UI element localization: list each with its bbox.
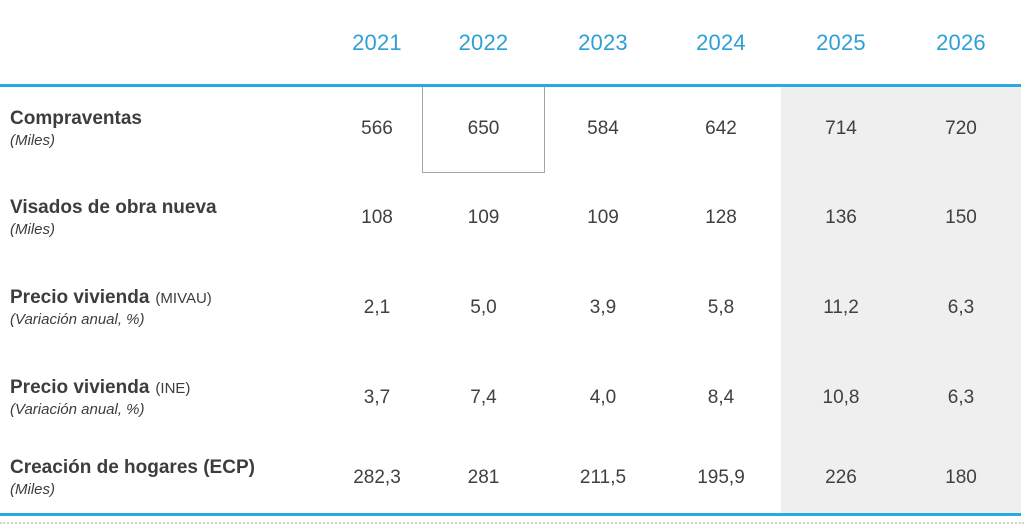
row-title-line: Precio vivienda (MIVAU): [10, 287, 332, 309]
row-title: Precio vivienda: [10, 286, 150, 308]
value-compraventas-2022-highlighted: 650: [422, 85, 545, 173]
row-unit: (Miles): [10, 220, 55, 238]
header-divider-line: [0, 84, 1021, 87]
row-unit: (Variación anual, %): [10, 310, 145, 328]
row-title-line: Compraventas: [10, 108, 332, 130]
row-title: Compraventas: [10, 107, 142, 129]
year-header-2023: 2023: [578, 29, 628, 55]
value-precio-ine-2023: 4,0: [589, 387, 617, 408]
row-title-line: Visados de obra nueva: [10, 197, 332, 219]
row-label-precio-ine: Precio vivienda (INE) (Variación anual, …: [0, 353, 332, 443]
year-header-2026: 2026: [936, 29, 986, 55]
year-header-2021: 2021: [352, 29, 402, 55]
value-visados-2021: 108: [361, 207, 393, 228]
value-compraventas-2026: 720: [945, 118, 977, 139]
value-precio-ine-2025: 10,8: [822, 387, 860, 408]
row-unit: (Miles): [10, 131, 55, 149]
row-label-creacion-hogares: Creación de hogares (ECP) (Miles): [0, 443, 332, 513]
value-precio-ine-2026: 6,3: [947, 387, 975, 408]
value-visados-2025: 136: [825, 207, 857, 228]
value-compraventas-2025: 714: [825, 118, 857, 139]
row-unit: (Variación anual, %): [10, 400, 145, 418]
value-compraventas-2024: 642: [705, 118, 737, 139]
value-precio-mivau-2025: 11,2: [823, 297, 859, 318]
row-source-tag: (MIVAU): [155, 289, 212, 307]
value-visados-2022: 109: [467, 207, 500, 228]
value-precio-mivau-2021: 2,1: [363, 297, 391, 318]
value-compraventas-2021: 566: [361, 118, 393, 139]
header-empty-cell: [0, 0, 332, 85]
value-visados-2026: 150: [945, 207, 977, 228]
value-visados-2023: 109: [587, 207, 619, 228]
slide-dotted-border: [0, 522, 1024, 524]
value-hogares-2024: 195,9: [697, 467, 745, 488]
value-hogares-2021: 282,3: [353, 467, 401, 488]
table-bottom-line: [0, 513, 1021, 516]
row-unit: (Miles): [10, 480, 55, 498]
row-source-tag: (INE): [155, 379, 191, 397]
row-title: Precio vivienda: [10, 376, 150, 398]
value-hogares-2026: 180: [945, 467, 977, 488]
year-header-2025: 2025: [816, 29, 866, 55]
row-title: Creación de hogares (ECP): [10, 456, 255, 478]
row-title-line: Precio vivienda (INE): [10, 377, 332, 399]
year-header-2024: 2024: [696, 29, 746, 55]
value-precio-ine-2021: 3,7: [363, 387, 391, 408]
value-compraventas-2023: 584: [587, 118, 619, 139]
value-hogares-2025: 226: [825, 467, 857, 488]
value-precio-mivau-2026: 6,3: [947, 297, 975, 318]
forecast-shading-2025-2026: [781, 85, 1021, 513]
row-title: Visados de obra nueva: [10, 196, 217, 218]
data-table: 2021 2022 2023 2024 2025 2026 Compravent…: [0, 0, 986, 513]
value-hogares-2022: 281: [467, 467, 500, 488]
value-precio-ine-2024: 8,4: [707, 387, 735, 408]
year-header-2022: 2022: [458, 29, 509, 55]
value-precio-mivau-2024: 5,8: [707, 297, 735, 318]
row-title-line: Creación de hogares (ECP): [10, 457, 332, 479]
value-precio-mivau-2022: 5,0: [470, 297, 497, 318]
row-label-visados: Visados de obra nueva (Miles): [0, 173, 332, 263]
row-label-compraventas: Compraventas (Miles): [0, 85, 332, 173]
value-visados-2024: 128: [705, 207, 737, 228]
value-precio-ine-2022: 7,4: [470, 387, 497, 408]
value-hogares-2023: 211,5: [579, 467, 627, 488]
row-label-precio-mivau: Precio vivienda (MIVAU) (Variación anual…: [0, 263, 332, 353]
value-precio-mivau-2023: 3,9: [589, 297, 617, 318]
